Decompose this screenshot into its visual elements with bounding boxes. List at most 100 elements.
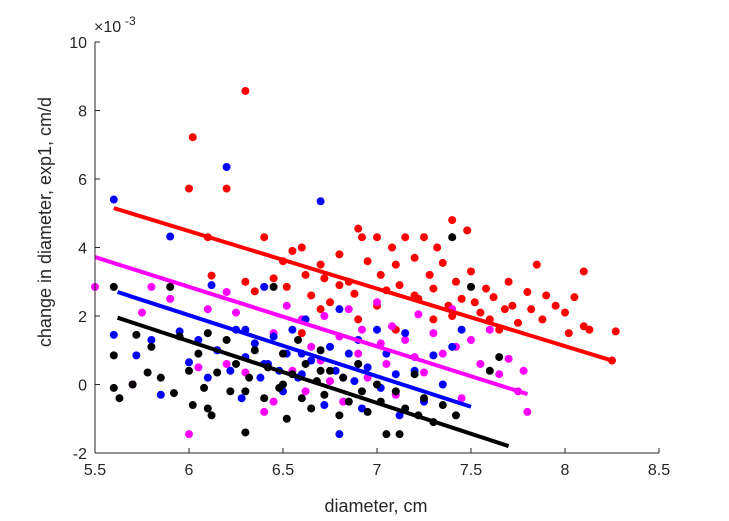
data-point bbox=[207, 281, 216, 290]
data-point bbox=[611, 327, 620, 336]
data-point bbox=[269, 274, 278, 283]
data-point bbox=[451, 277, 460, 286]
data-point bbox=[357, 233, 366, 242]
data-point bbox=[354, 315, 363, 324]
x-tick-label: 6.5 bbox=[272, 462, 294, 479]
data-point bbox=[457, 294, 466, 303]
data-point bbox=[388, 322, 397, 331]
data-point bbox=[307, 342, 316, 351]
x-tick-label: 7.5 bbox=[460, 462, 482, 479]
data-point bbox=[320, 312, 329, 320]
data-point bbox=[514, 318, 522, 327]
data-point bbox=[504, 277, 513, 286]
data-point bbox=[185, 184, 193, 193]
data-point bbox=[207, 411, 216, 420]
data-point bbox=[339, 397, 348, 406]
data-point bbox=[451, 411, 460, 420]
data-point bbox=[143, 368, 152, 377]
data-point bbox=[147, 342, 156, 351]
data-point bbox=[429, 351, 438, 360]
data-point bbox=[132, 330, 141, 339]
data-point bbox=[326, 342, 334, 351]
data-point bbox=[194, 363, 203, 372]
data-point bbox=[282, 282, 291, 291]
data-point bbox=[245, 373, 254, 382]
data-point bbox=[457, 325, 466, 334]
data-point bbox=[519, 366, 528, 375]
data-point bbox=[335, 430, 344, 439]
data-point bbox=[354, 349, 363, 358]
data-point bbox=[382, 430, 391, 439]
data-point bbox=[250, 287, 259, 296]
x-tick-label: 6 bbox=[185, 462, 194, 479]
data-point bbox=[363, 407, 372, 416]
data-point bbox=[401, 329, 410, 338]
data-point bbox=[138, 308, 146, 317]
data-point bbox=[527, 305, 536, 314]
data-point bbox=[185, 358, 193, 367]
series-layer bbox=[91, 86, 620, 449]
data-point bbox=[282, 301, 291, 310]
data-point bbox=[288, 325, 297, 334]
data-point bbox=[425, 270, 434, 279]
data-point bbox=[420, 394, 428, 403]
data-point bbox=[331, 366, 340, 375]
data-point bbox=[156, 373, 165, 382]
data-point bbox=[260, 282, 269, 291]
data-point bbox=[485, 325, 494, 334]
series-3 bbox=[109, 233, 504, 439]
data-point bbox=[485, 366, 494, 375]
data-point bbox=[241, 387, 250, 396]
data-point bbox=[532, 260, 541, 269]
y-axis-title: change in diameter, exp1, cm/d bbox=[35, 97, 55, 347]
data-point bbox=[570, 293, 579, 302]
data-point bbox=[316, 305, 325, 314]
data-point bbox=[354, 224, 363, 233]
data-point bbox=[448, 342, 457, 351]
data-point bbox=[354, 359, 363, 368]
data-point bbox=[232, 359, 240, 368]
data-point bbox=[382, 359, 391, 368]
data-point bbox=[410, 253, 419, 262]
data-point bbox=[222, 184, 231, 193]
data-point bbox=[373, 298, 381, 307]
data-point bbox=[326, 377, 334, 386]
data-point bbox=[376, 270, 385, 279]
data-point bbox=[294, 335, 303, 344]
data-point bbox=[391, 370, 400, 379]
data-point bbox=[350, 289, 359, 298]
data-point bbox=[188, 401, 197, 410]
data-point bbox=[429, 329, 438, 338]
data-point bbox=[373, 380, 381, 389]
data-point bbox=[128, 380, 137, 389]
data-point bbox=[457, 394, 466, 403]
data-point bbox=[467, 335, 475, 344]
data-point bbox=[297, 394, 306, 403]
data-point bbox=[326, 366, 334, 375]
data-point bbox=[282, 414, 291, 423]
data-point bbox=[410, 370, 419, 379]
data-point bbox=[169, 389, 178, 398]
data-point bbox=[185, 366, 193, 375]
data-point bbox=[433, 243, 442, 252]
data-point bbox=[476, 359, 485, 368]
data-point bbox=[344, 349, 353, 358]
data-point bbox=[482, 284, 491, 293]
axes-layer: 5.5 6 6.5 7 7.5 8 8.5 -2 0 2 4 6 8 10 bbox=[69, 35, 670, 479]
data-point bbox=[301, 270, 310, 279]
data-point bbox=[222, 288, 231, 297]
data-point bbox=[301, 387, 310, 396]
data-point bbox=[241, 428, 250, 437]
data-point bbox=[438, 258, 447, 267]
data-point bbox=[316, 197, 325, 206]
fit-line-1 bbox=[94, 255, 529, 396]
data-point bbox=[316, 366, 325, 375]
data-point bbox=[395, 411, 404, 420]
data-point bbox=[203, 404, 212, 413]
data-point bbox=[316, 346, 325, 355]
data-point bbox=[288, 246, 297, 255]
data-point bbox=[109, 282, 118, 291]
x-tick-label: 8 bbox=[561, 462, 570, 479]
fit-line-0 bbox=[113, 206, 613, 363]
data-point bbox=[109, 383, 118, 392]
